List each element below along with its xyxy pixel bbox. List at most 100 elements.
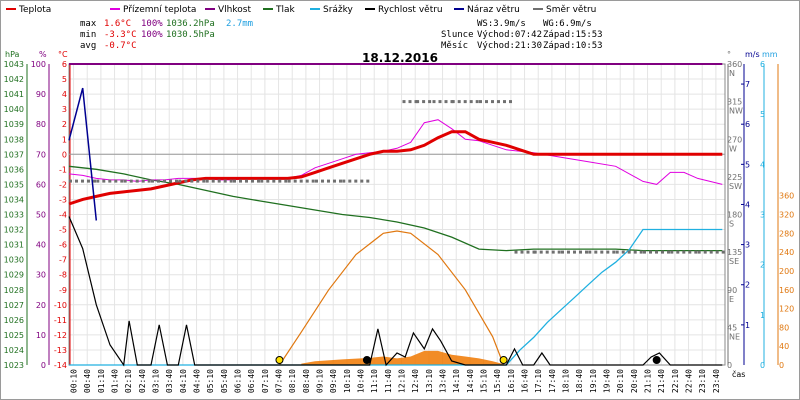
solar-potential-curve xyxy=(278,230,505,366)
mm-tick: 0 xyxy=(760,361,765,370)
wind-direction-dot xyxy=(163,179,166,183)
radiation-tick: 320 xyxy=(779,211,794,220)
hpa-axis-tick: 1035 xyxy=(4,180,24,189)
ms-tick: 4 xyxy=(745,200,750,209)
stats-precip: 2.7mm xyxy=(226,19,253,29)
x-tick-label: 18:40 xyxy=(575,369,584,393)
x-tick-label: 02:10 xyxy=(124,369,133,393)
wind-direction-dot xyxy=(217,179,221,183)
wind-direction-dot xyxy=(69,179,72,183)
wind-direction-dot xyxy=(697,250,701,254)
mm-tick: 4 xyxy=(760,160,765,169)
wind-direction-dot xyxy=(545,250,549,254)
wind-direction-dot xyxy=(311,179,315,183)
wind-direction-dot xyxy=(551,250,555,254)
legend-label-2: Vlhkost xyxy=(218,5,251,15)
wind-direction-dot xyxy=(561,250,564,254)
x-tick-label: 16:10 xyxy=(507,369,516,393)
x-tick-label: 02:40 xyxy=(138,369,147,393)
wind-direction-dot xyxy=(151,179,154,183)
wind-direction-dot xyxy=(414,100,418,104)
wind-direction-dot xyxy=(260,179,264,183)
wind-direction-dot xyxy=(202,179,206,183)
hpa-axis-tick: 1033 xyxy=(4,211,24,220)
x-tick-label: 22:40 xyxy=(685,369,694,393)
wind-direction-dot xyxy=(639,250,643,254)
celsius-axis-tick: -13 xyxy=(54,346,67,355)
wind-direction-dot xyxy=(715,250,719,254)
hpa-axis-tick: 1036 xyxy=(4,165,24,174)
hpa-axis-tick: 1028 xyxy=(4,286,24,295)
radiation-tick: 240 xyxy=(779,248,794,257)
celsius-axis-tick: -1 xyxy=(59,165,67,174)
wind-direction-dot xyxy=(96,179,100,183)
direction-tick: 45 xyxy=(727,323,737,332)
hpa-axis-tick: 1032 xyxy=(4,226,24,235)
wind-speed-info: WS:3.9m/s xyxy=(477,19,526,29)
x-tick-label: 07:40 xyxy=(275,369,284,393)
wind-direction-dot xyxy=(175,179,178,183)
compass-label: SE xyxy=(729,257,739,266)
x-tick-label: 09:40 xyxy=(329,369,338,393)
wind-direction-dot xyxy=(284,179,288,183)
ms-axis-title: m/s xyxy=(745,50,760,59)
wind-direction-dot xyxy=(567,250,570,254)
hpa-axis-tick: 1043 xyxy=(4,60,24,69)
celsius-axis-tick: -7 xyxy=(59,256,67,265)
x-tick-label: 18:10 xyxy=(562,369,571,393)
x-tick-label: 00:10 xyxy=(70,369,79,393)
chart-title: 18.12.2016 xyxy=(362,51,438,65)
sunset-marker xyxy=(499,356,508,364)
sun-label: Slunce xyxy=(441,30,474,40)
x-tick-label: 23:10 xyxy=(698,369,707,393)
wind-direction-dot xyxy=(606,250,610,254)
pct-axis-tick: 80 xyxy=(36,120,46,129)
x-tick-label: 11:10 xyxy=(370,369,379,393)
hpa-axis-tick: 1038 xyxy=(4,135,24,144)
radiation-tick: 200 xyxy=(779,267,794,276)
x-tick-label: 21:40 xyxy=(657,369,666,393)
wind-direction-dot xyxy=(239,179,242,183)
legend-label-6: Náraz větru xyxy=(467,5,520,15)
radiation-tick: 360 xyxy=(779,192,794,201)
wind-direction-dot xyxy=(667,250,670,254)
wind-direction-dot xyxy=(81,179,84,183)
wind-direction-dot xyxy=(709,250,713,254)
x-tick-label: 20:10 xyxy=(616,369,625,393)
wind-direction-dot xyxy=(135,179,139,183)
x-tick-label: 22:10 xyxy=(671,369,680,393)
wind-direction-dot xyxy=(102,179,106,183)
celsius-axis-tick: -11 xyxy=(54,316,67,325)
wind-direction-dot xyxy=(354,179,358,183)
moon-label: Měsíc xyxy=(441,41,468,51)
wind-direction-dot xyxy=(229,179,233,183)
wind-direction-dot xyxy=(526,250,530,254)
wind-direction-dot xyxy=(402,100,406,104)
wind-direction-dot xyxy=(721,250,725,254)
direction-tick: 360 xyxy=(727,60,742,69)
wind-direction-dot xyxy=(348,179,352,183)
celsius-axis-title: °C xyxy=(58,50,68,59)
precip-line xyxy=(69,228,723,366)
hpa-axis-tick: 1031 xyxy=(4,241,24,250)
wind-direction-dot xyxy=(287,179,291,183)
sunrise-time: Východ:07:42 xyxy=(477,30,542,40)
wind-direction-dot xyxy=(184,179,188,183)
x-tick-label: 23:40 xyxy=(712,369,721,393)
wind-direction-dot xyxy=(457,100,461,104)
wind-direction-dot xyxy=(123,179,127,183)
wind-gust-info: WG:6.9m/s xyxy=(543,19,592,29)
wind-direction-dot xyxy=(366,179,370,183)
wind-direction-dot xyxy=(293,179,297,183)
wind-direction-dot xyxy=(479,100,482,104)
wind-direction-dot xyxy=(233,179,236,183)
wind-direction-dot xyxy=(469,100,473,104)
wind-direction-dot xyxy=(475,100,479,104)
x-tick-label: 08:10 xyxy=(288,369,297,393)
hpa-axis-tick: 1030 xyxy=(4,256,24,265)
wind-direction-dot xyxy=(147,179,151,183)
radiation-tick: 80 xyxy=(779,323,789,332)
wind-direction-dot xyxy=(422,100,426,104)
stats-max-hum: 100% xyxy=(141,19,163,29)
